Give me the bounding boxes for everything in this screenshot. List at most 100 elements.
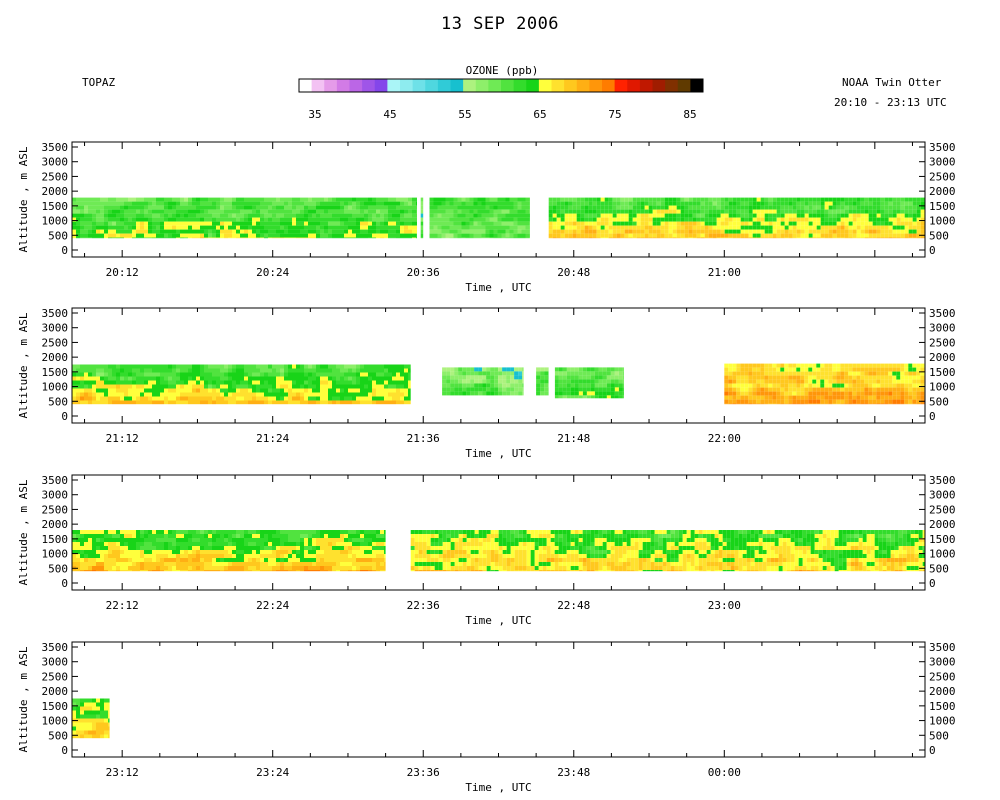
data-cell [608,229,613,234]
data-cell [796,205,801,210]
data-cell [544,375,549,380]
data-cell [108,388,112,393]
data-cell [188,558,192,562]
data-cell [592,225,597,230]
data-cell [732,391,737,396]
y-tick-label-right: 500 [929,395,949,408]
data-cell [372,229,376,234]
data-cell [768,363,773,368]
data-cell [324,566,328,570]
data-cell [736,209,741,214]
data-cell [884,217,889,222]
data-cell [844,233,849,238]
data-cell [148,372,152,377]
data-cell [554,367,559,372]
data-cell [332,225,336,230]
data-cell [888,367,893,372]
data-cell [513,197,518,202]
data-cell [433,225,438,230]
data-cell [96,570,100,572]
data-cell [876,395,881,400]
data-cell [744,371,749,376]
data-cell [636,229,641,234]
data-cell [276,233,280,238]
data-cell [196,396,200,401]
data-cell [308,542,312,546]
data-cell [816,391,821,396]
data-cell [272,364,276,369]
data-cell [156,388,160,393]
data-cell [272,209,276,214]
data-cell [384,201,388,206]
data-cell [590,371,595,376]
data-cell [304,542,308,546]
data-cell [505,217,510,222]
data-cell [856,395,861,400]
data-cell [252,570,256,572]
data-cell [513,237,518,239]
data-cell [420,233,424,238]
data-cell [616,213,621,218]
data-cell [344,197,348,202]
data-cell [485,225,490,230]
data-cell [212,213,216,218]
data-cell [470,379,475,384]
data-cell [453,237,458,239]
data-cell [505,237,510,239]
data-cell [352,233,356,238]
data-cell [872,225,877,230]
data-cell [168,372,172,377]
data-cell [752,197,757,202]
data-cell [376,229,380,234]
data-cell [328,558,332,562]
data-cell [892,371,897,376]
data-cell [244,368,248,373]
data-cell [780,367,785,372]
data-cell [348,388,352,393]
data-cell [376,392,380,397]
data-cell [304,380,308,385]
data-cell [602,387,607,392]
data-cell [608,197,613,202]
data-cell [280,530,284,534]
data-cell [490,375,495,380]
data-cell [132,237,136,239]
data-cell [660,233,665,238]
data-cell [200,542,204,546]
data-cell [220,534,224,538]
data-cell [912,233,917,238]
data-cell [108,221,112,226]
data-cell [236,380,240,385]
data-cell [458,391,463,396]
data-cell [732,237,737,239]
data-cell [136,364,140,369]
data-cell [192,201,196,206]
data-cell [112,217,116,222]
data-cell [908,363,913,368]
data-cell [120,209,124,214]
data-cell [864,371,869,376]
data-cell [324,233,328,238]
data-cell [568,221,573,226]
data-cell [140,205,144,210]
data-cell [388,225,392,230]
data-cell [280,546,284,550]
data-cell [268,376,272,381]
data-cell [324,205,328,210]
data-cell [824,225,829,230]
data-cell [477,209,482,214]
data-cell [360,197,364,202]
data-cell [477,217,482,222]
data-cell [892,205,897,210]
data-cell [96,229,100,234]
data-cell [384,205,388,210]
data-cell [204,400,208,405]
data-cell [700,237,705,239]
data-cell [836,205,841,210]
data-cell [856,387,861,392]
data-cell [284,376,288,381]
data-cell [576,221,581,226]
data-cell [784,387,789,392]
data-cell [684,217,689,222]
data-cell [908,395,913,400]
